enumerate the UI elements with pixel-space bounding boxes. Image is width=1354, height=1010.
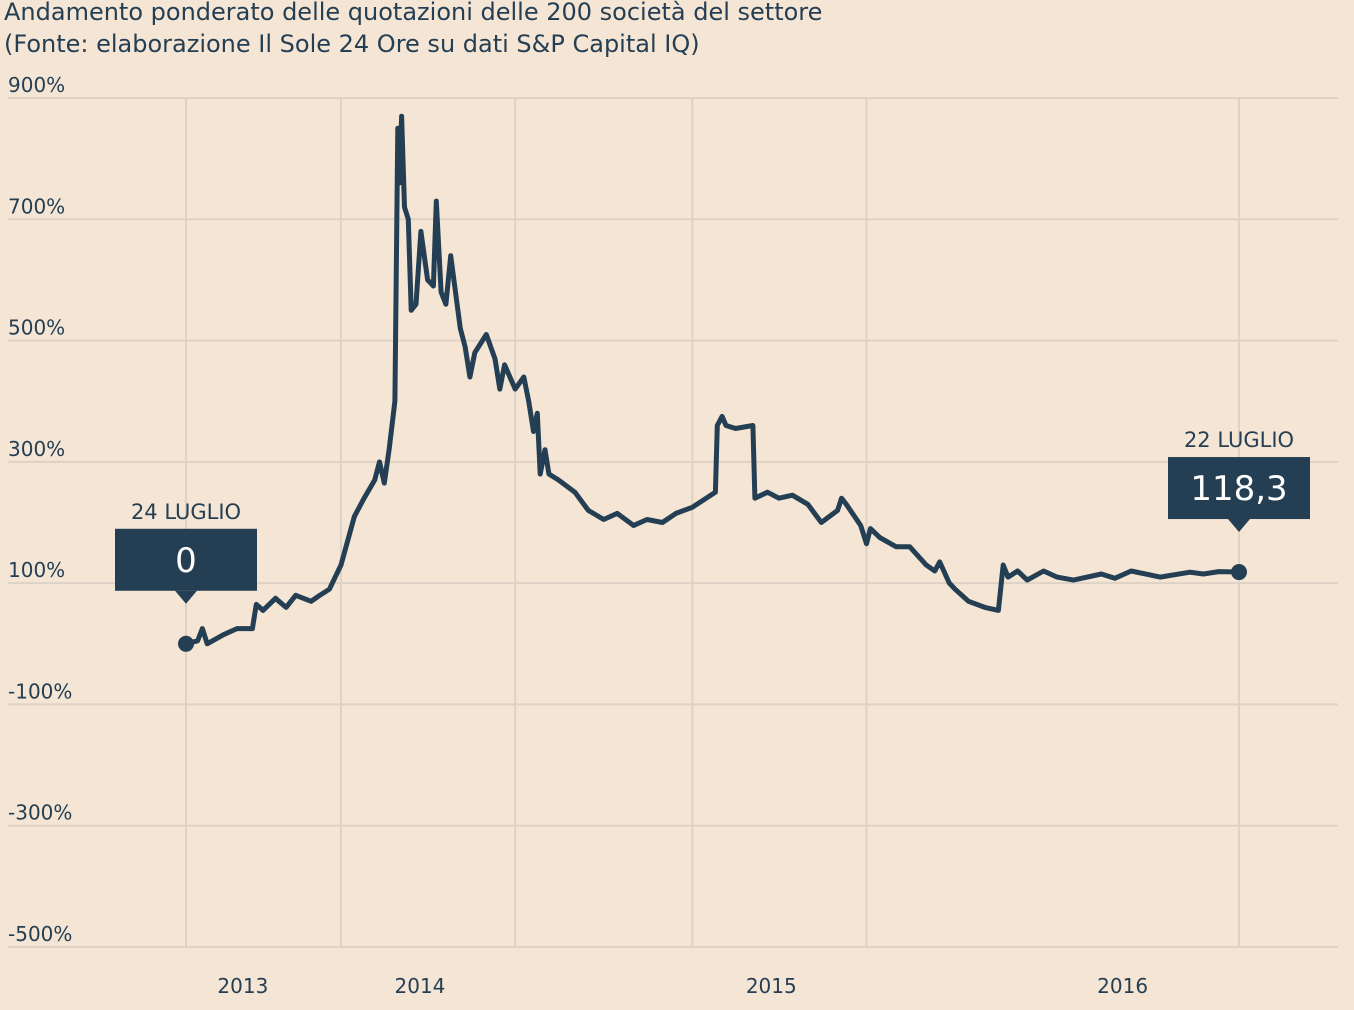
- y-axis-labels: 900% 700% 500% 300% 100% -100% -300% -500%: [8, 73, 72, 946]
- series-line: [183, 113, 1242, 647]
- callout-pointer: [175, 590, 197, 604]
- y-tick-label: 100%: [8, 558, 65, 582]
- y-tick-label: 500%: [8, 316, 65, 340]
- y-tick-label: 900%: [8, 73, 65, 97]
- y-tick-label: -500%: [8, 922, 72, 946]
- x-tick-label: 2016: [1097, 974, 1148, 998]
- y-tick-label: -100%: [8, 679, 72, 703]
- callout-date-label: 22 LUGLIO: [1184, 428, 1294, 452]
- x-tick-label: 2014: [395, 974, 446, 998]
- x-tick-label: 2015: [746, 974, 797, 998]
- y-tick-label: -300%: [8, 801, 72, 825]
- callout: 24 LUGLIO 0: [115, 500, 257, 604]
- endpoint-markers: [178, 564, 1247, 652]
- chart-subtitle: (Fonte: elaborazione Il Sole 24 Ore su d…: [4, 30, 700, 58]
- callout-value: 0: [175, 541, 197, 581]
- callout-value: 118,3: [1190, 469, 1287, 509]
- callout: 22 LUGLIO 118,3: [1168, 428, 1310, 533]
- callout-pointer: [1228, 519, 1250, 533]
- callout-date-label: 24 LUGLIO: [131, 500, 241, 524]
- callout-box: [1168, 457, 1310, 520]
- y-tick-label: 300%: [8, 437, 65, 461]
- y-tick-label: 700%: [8, 194, 65, 218]
- x-tick-label: 2013: [217, 974, 268, 998]
- callouts: 24 LUGLIO 0 22 LUGLIO 118,3: [115, 428, 1310, 604]
- x-axis-labels: 2013 2014 2015 2016: [217, 974, 1148, 998]
- endpoint-marker: [1231, 564, 1247, 581]
- chart-title: Andamento ponderato delle quotazioni del…: [4, 0, 823, 26]
- callout-box: [115, 528, 257, 591]
- endpoint-marker: [178, 635, 194, 652]
